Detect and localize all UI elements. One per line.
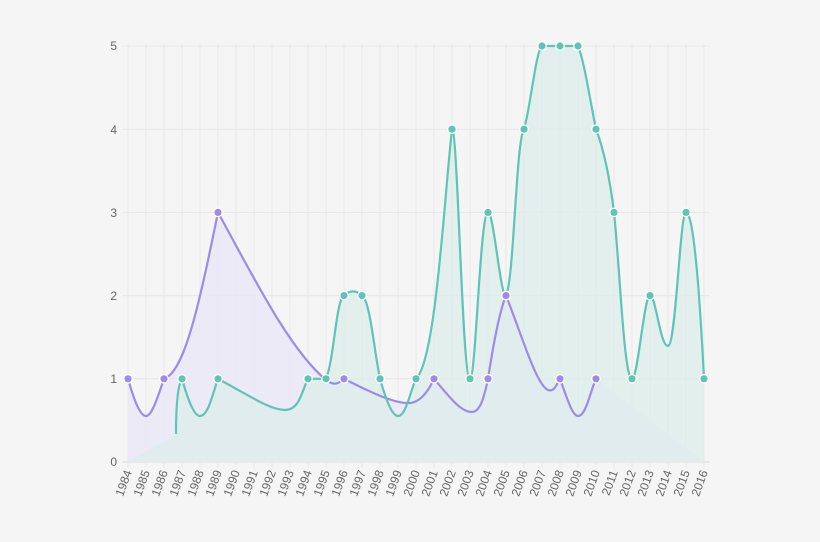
y-tick-label: 2 bbox=[110, 289, 117, 303]
x-axis: 1984198519861987198819891990199119921993… bbox=[113, 468, 711, 498]
data-point[interactable] bbox=[447, 124, 457, 134]
data-point[interactable] bbox=[123, 373, 133, 384]
data-point[interactable] bbox=[483, 373, 493, 384]
data-point[interactable] bbox=[159, 373, 169, 384]
data-point[interactable] bbox=[699, 373, 709, 384]
data-point[interactable] bbox=[537, 41, 547, 51]
data-point[interactable] bbox=[555, 41, 565, 51]
data-point[interactable] bbox=[519, 124, 529, 134]
teal-series-area bbox=[128, 46, 704, 462]
purple-series-points bbox=[123, 207, 601, 384]
y-tick-label: 4 bbox=[110, 123, 117, 137]
data-point[interactable] bbox=[681, 207, 691, 218]
data-point[interactable] bbox=[483, 207, 493, 218]
data-point[interactable] bbox=[609, 207, 619, 218]
data-point[interactable] bbox=[339, 290, 349, 301]
data-point[interactable] bbox=[429, 373, 439, 384]
data-point[interactable] bbox=[645, 290, 655, 301]
y-tick-label: 0 bbox=[110, 455, 117, 469]
data-point[interactable] bbox=[501, 290, 511, 301]
y-axis: 0 1 2 3 4 5 bbox=[110, 39, 117, 469]
data-point[interactable] bbox=[465, 373, 475, 384]
data-point[interactable] bbox=[627, 373, 637, 384]
data-point[interactable] bbox=[375, 373, 385, 384]
data-point[interactable] bbox=[555, 373, 565, 384]
y-tick-label: 1 bbox=[110, 372, 117, 386]
data-point[interactable] bbox=[591, 373, 601, 384]
data-point[interactable] bbox=[303, 373, 313, 384]
data-point[interactable] bbox=[321, 373, 331, 384]
data-point[interactable] bbox=[213, 207, 223, 218]
data-point[interactable] bbox=[339, 373, 349, 384]
data-point[interactable] bbox=[177, 373, 187, 384]
data-point[interactable] bbox=[573, 41, 583, 51]
y-tick-label: 3 bbox=[110, 206, 117, 220]
data-point[interactable] bbox=[591, 124, 601, 134]
data-point[interactable] bbox=[411, 373, 421, 384]
teal-series-points bbox=[177, 41, 709, 384]
data-point[interactable] bbox=[213, 373, 223, 384]
y-tick-label: 5 bbox=[110, 39, 117, 53]
x-tick-label: 2016 bbox=[689, 468, 711, 498]
purple-series-line bbox=[126, 209, 598, 418]
data-point[interactable] bbox=[357, 290, 367, 301]
